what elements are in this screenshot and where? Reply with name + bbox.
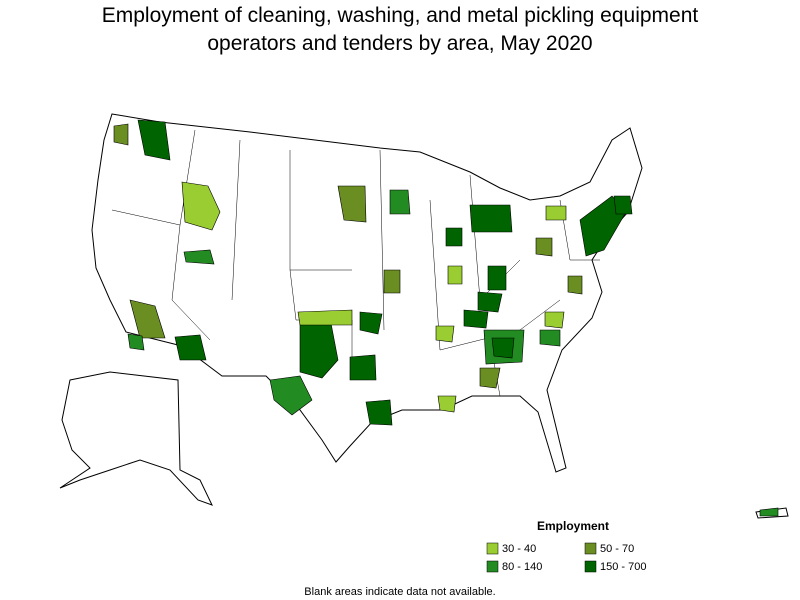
metro-area [435,325,455,343]
legend-label: 50 - 70 [600,543,634,555]
metro-area [127,333,145,351]
legend-swatch [486,542,499,555]
metro-area [487,265,507,291]
metro-area [389,189,411,215]
metro-area [759,507,779,517]
metro-area [359,311,383,335]
legend-swatch [584,560,597,573]
metro-area [469,204,513,233]
metro-area [539,329,561,347]
metro-area [269,375,313,416]
metro-area [183,249,215,265]
metro-area [181,181,221,231]
metro-area [479,367,501,389]
metro-area [491,337,515,359]
metro-area [535,237,553,257]
legend-swatch [584,542,597,555]
legend-title: Employment [537,519,609,533]
legend: Employment 30 - 40 50 - 70 80 - 140 150 - 7… [486,519,646,573]
note: Blank areas indicate data not available. [304,586,495,598]
map [59,113,789,519]
legend-label: 150 - 700 [600,561,646,573]
metro-area [463,309,489,329]
metro-area [544,311,565,329]
metro-area [383,269,401,294]
metro-area [545,205,567,221]
metro-area [349,354,377,381]
metro-area [297,309,353,326]
metro-area [137,119,171,161]
metro-area [113,123,129,146]
metro-area [437,395,457,413]
metro-area [129,299,166,339]
title-line: operators and tenders by area, May 2020 [207,32,592,55]
metro-area [579,195,627,257]
metro-area [567,275,583,295]
metro-area [447,265,463,285]
metro-area [337,185,367,223]
title-line: Employment of cleaning, washing, and met… [102,4,699,27]
metro-area [613,195,633,215]
metro-area [174,334,207,361]
legend-swatch [486,560,499,573]
metro-area [365,399,393,426]
alaska [59,371,213,506]
metro-area [445,227,463,247]
legend-label: 30 - 40 [502,543,536,555]
metro-area [477,291,503,313]
legend-label: 80 - 140 [502,561,542,573]
